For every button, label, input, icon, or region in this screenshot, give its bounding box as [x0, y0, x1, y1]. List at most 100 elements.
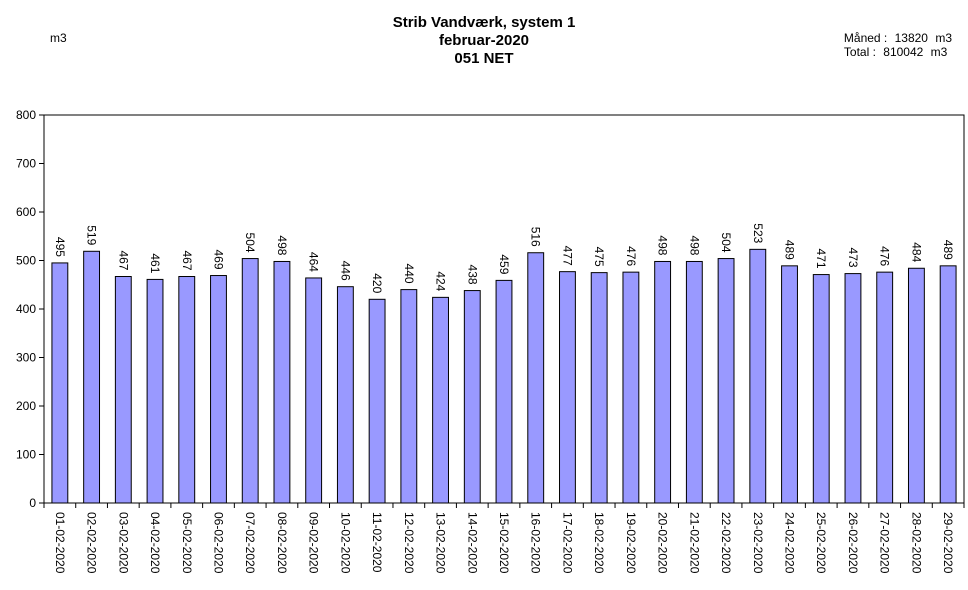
data-label: 498: [656, 235, 670, 255]
data-label: 489: [783, 240, 797, 260]
grand-total-row: Total : 810042 m3: [844, 45, 956, 59]
data-label: 424: [434, 271, 448, 291]
x-tick-label: 15-02-2020: [497, 512, 511, 574]
x-tick-label: 05-02-2020: [180, 512, 194, 574]
x-tick-label: 24-02-2020: [783, 512, 797, 574]
y-tick-label: 400: [16, 302, 36, 316]
x-tick-label: 08-02-2020: [275, 512, 289, 574]
data-label: 498: [687, 235, 701, 255]
bar: [590, 272, 608, 504]
x-tick-label: 14-02-2020: [465, 512, 479, 574]
x-tick-label: 06-02-2020: [211, 512, 225, 574]
bar: [400, 289, 418, 504]
y-tick-label: 700: [16, 157, 36, 171]
data-label: 440: [402, 264, 416, 284]
chart-title-line-3: 051 NET: [454, 50, 514, 67]
x-tick-label: 29-02-2020: [941, 512, 955, 574]
month-total-row: Måned : 13820 m3: [844, 31, 956, 45]
x-tick-label: 07-02-2020: [243, 512, 257, 574]
data-label: 498: [275, 235, 289, 255]
bar: [939, 265, 957, 504]
x-tick-label: 02-02-2020: [85, 512, 99, 574]
x-tick-label: 27-02-2020: [878, 512, 892, 574]
data-label: 516: [529, 227, 543, 247]
x-tick-label: 11-02-2020: [370, 512, 384, 573]
bar: [146, 278, 164, 504]
month-label: Måned :: [843, 31, 888, 45]
y-tick-label: 800: [16, 108, 36, 122]
total-value: 810042: [883, 45, 924, 59]
x-tick-label: 17-02-2020: [560, 512, 574, 574]
bar: [527, 252, 545, 504]
bar: [432, 296, 449, 504]
x-tick-label: 21-02-2020: [687, 512, 701, 574]
data-label: 459: [497, 254, 511, 274]
bar: [178, 276, 196, 504]
month-value: 13820: [894, 31, 928, 45]
bar: [749, 248, 767, 504]
x-tick-label: 09-02-2020: [307, 512, 321, 574]
x-tick-label: 18-02-2020: [592, 512, 606, 574]
data-label: 467: [116, 250, 130, 270]
data-label: 464: [307, 252, 321, 272]
data-label: 467: [180, 250, 194, 270]
x-tick-label: 04-02-2020: [148, 512, 162, 574]
bar: [114, 276, 132, 504]
bar: [876, 271, 894, 504]
x-tick-label: 20-02-2020: [656, 512, 670, 574]
data-label: 446: [338, 261, 352, 281]
bar: [717, 258, 735, 504]
data-label: 495: [53, 237, 67, 257]
bar: [305, 277, 323, 504]
bar: [812, 274, 830, 504]
bar: [907, 267, 925, 504]
bar: [781, 265, 798, 504]
x-tick-label: 03-02-2020: [116, 512, 130, 574]
data-label: 504: [719, 233, 733, 253]
bar: [685, 260, 703, 504]
bar: [336, 286, 354, 504]
data-label: 473: [846, 248, 860, 268]
summary-box: Måned : 13820 m3 Total : 810042 m3: [844, 31, 956, 59]
x-tick-label: 01-02-2020: [53, 512, 67, 574]
y-tick-label: 500: [16, 254, 36, 268]
bar: [83, 250, 101, 504]
x-tick-label: 13-02-2020: [434, 512, 448, 574]
data-label: 469: [211, 250, 225, 270]
data-label: 523: [751, 223, 765, 243]
data-label: 477: [560, 246, 574, 266]
data-label: 519: [85, 225, 99, 245]
bar: [51, 262, 69, 504]
chart-title-line-1: Strib Vandværk, system 1: [392, 14, 576, 31]
x-tick-label: 28-02-2020: [909, 512, 923, 574]
y-axis-unit-label: m3: [50, 31, 67, 45]
data-label: 420: [370, 273, 384, 293]
bar: [463, 290, 481, 504]
x-tick-label: 22-02-2020: [719, 512, 733, 574]
data-label: 461: [148, 253, 162, 273]
y-tick-label: 100: [16, 448, 36, 462]
data-label: 438: [465, 265, 479, 285]
data-label: 484: [909, 242, 923, 262]
x-tick-label: 23-02-2020: [751, 512, 765, 574]
x-tick-label: 26-02-2020: [846, 512, 860, 574]
bar: [273, 260, 291, 504]
y-tick-label: 300: [16, 351, 36, 365]
x-tick-label: 25-02-2020: [814, 512, 828, 574]
y-tick-label: 200: [16, 399, 36, 413]
bar: [622, 271, 640, 504]
chart-title: Strib Vandværk, system 1 februar-2020 05…: [0, 14, 968, 68]
data-label: 476: [878, 246, 892, 266]
month-unit: m3: [935, 31, 952, 45]
bar: [368, 298, 386, 504]
y-tick-label: 600: [16, 205, 36, 219]
data-label: 489: [941, 240, 955, 260]
bar: [495, 279, 513, 504]
x-tick-label: 10-02-2020: [338, 512, 352, 574]
bar: [241, 258, 259, 504]
total-unit: m3: [930, 45, 948, 59]
chart-title-line-2: februar-2020: [438, 32, 530, 49]
data-label: 504: [243, 233, 257, 253]
bar: [210, 275, 227, 504]
